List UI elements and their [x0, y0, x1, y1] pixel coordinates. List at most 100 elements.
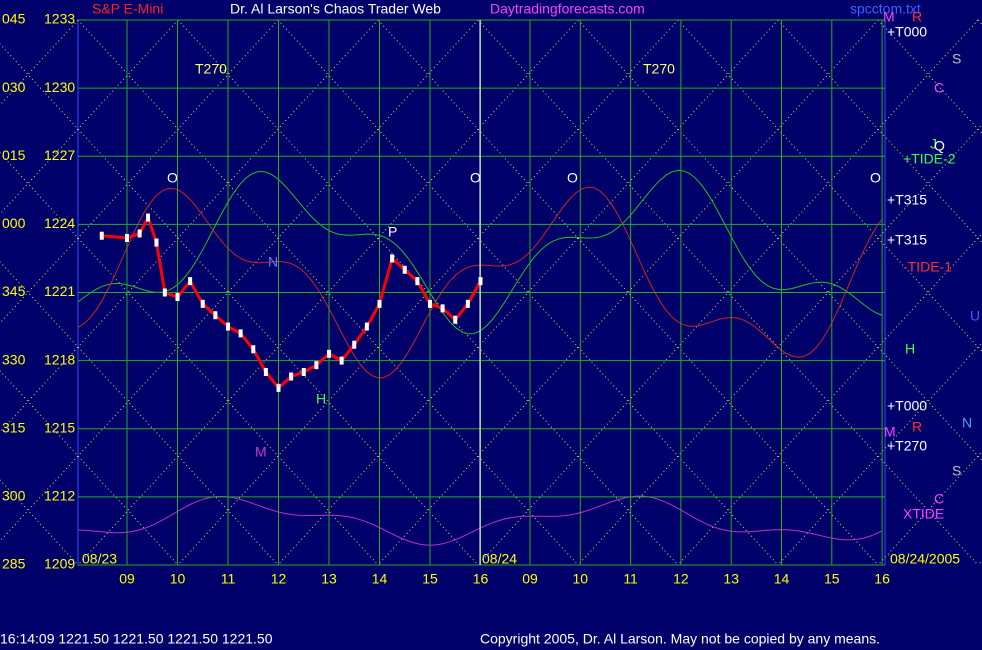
cycle-line — [477, 19, 979, 566]
x-tick-label: 13 — [321, 571, 337, 587]
price-bar — [364, 322, 369, 331]
marker: O — [470, 170, 481, 186]
price-bar — [213, 311, 218, 320]
cycle-line — [377, 19, 879, 566]
marker: P — [388, 224, 397, 240]
copyright: Copyright 2005, Dr. Al Larson. May not b… — [480, 631, 880, 647]
marker: M — [884, 424, 896, 440]
price-bar — [263, 367, 268, 376]
cycle-line — [677, 232, 982, 566]
marker: S — [952, 51, 961, 67]
cycle-line — [77, 19, 579, 566]
price-bar — [200, 299, 205, 308]
marker: T270 — [643, 61, 675, 77]
x-tick-label: 11 — [623, 571, 638, 587]
x-tick-label: 09 — [522, 571, 538, 587]
x-tick-label: 16 — [473, 571, 489, 587]
cycle-line — [0, 19, 479, 542]
x-tick-label: 11 — [221, 571, 236, 587]
y-tick-label: 1209 — [44, 556, 75, 572]
chart-subtitle: Dr. Al Larson's Chaos Trader Web — [230, 1, 441, 17]
marker: N — [268, 254, 278, 270]
cycle-line — [77, 19, 579, 566]
price-bar — [137, 229, 142, 238]
marker: M — [255, 444, 267, 460]
price-bar — [188, 277, 193, 286]
price-bar — [352, 340, 357, 349]
y-tick-label: 1212 — [44, 488, 75, 504]
x-tick-label: 09 — [119, 571, 135, 587]
marker: O — [567, 170, 578, 186]
right-label: +T315 — [887, 192, 927, 208]
date-label: 08/24/2005 — [890, 551, 960, 567]
price-bar — [478, 277, 483, 286]
cycle-line — [577, 123, 982, 566]
site-name: Daytradingforecasts.com — [490, 1, 645, 17]
price-bar — [314, 361, 319, 370]
price-bar — [99, 231, 104, 240]
price-bar — [162, 288, 167, 297]
angle-label: 285 — [2, 556, 26, 572]
right-label: H — [905, 341, 915, 357]
right-label: +T000 — [887, 24, 927, 40]
angle-label: 330 — [2, 351, 26, 367]
right-label: -TIDE-1 — [903, 259, 952, 275]
cycle-line — [277, 19, 779, 566]
cycle-line — [0, 43, 479, 566]
price-bar — [154, 238, 159, 247]
angle-label: 300 — [2, 488, 26, 504]
cycle-line — [177, 19, 679, 566]
angle-label: 315 — [2, 419, 26, 435]
y-tick-label: 1227 — [44, 147, 75, 163]
marker: Q — [934, 138, 945, 154]
right-label: +T270 — [887, 438, 927, 454]
price-bar — [251, 345, 256, 354]
price-bar — [301, 367, 306, 376]
marker: O — [167, 170, 178, 186]
angle-label: 000 — [2, 215, 26, 231]
price-bar — [238, 329, 243, 338]
x-tick-label: 12 — [271, 571, 287, 587]
y-tick-label: 1230 — [44, 79, 75, 95]
angle-label: 045 — [2, 11, 26, 27]
cycle-line — [177, 19, 679, 566]
cycle-line — [477, 19, 979, 566]
x-tick-label: 14 — [774, 571, 790, 587]
price-bar — [146, 213, 151, 222]
price-bar — [440, 304, 445, 313]
marker: N — [962, 415, 972, 431]
price-bar — [402, 265, 407, 274]
marker: S — [952, 463, 961, 479]
marker: O — [870, 170, 881, 186]
cycle-line — [0, 261, 279, 566]
right-label: +T000 — [887, 398, 927, 414]
price-bar — [289, 372, 294, 381]
x-tick-label: 10 — [573, 571, 589, 587]
file-name: spcctom.txt — [850, 1, 921, 17]
price-bar — [415, 277, 420, 286]
x-tick-label: 15 — [422, 571, 438, 587]
marker: U — [970, 308, 980, 324]
marker: C — [934, 80, 944, 96]
cycle-line — [0, 370, 179, 566]
marker: C — [934, 491, 944, 507]
angle-label: 015 — [2, 147, 26, 163]
x-tick-label: 10 — [170, 571, 186, 587]
marker: R — [912, 9, 922, 25]
price-bar — [465, 299, 470, 308]
price-bar — [390, 254, 395, 263]
right-label: +TIDE-2 — [903, 151, 956, 167]
x-tick-label: 15 — [824, 571, 840, 587]
angle-label: 030 — [2, 79, 26, 95]
price-bar — [327, 349, 331, 358]
cycle-line — [377, 19, 879, 566]
y-tick-label: 1224 — [44, 215, 75, 231]
marker: T270 — [195, 61, 227, 77]
date-label: 08/23 — [82, 551, 117, 567]
marker: M — [883, 9, 895, 25]
cycle-line — [277, 19, 779, 566]
chart-title: S&P E-Mini — [92, 1, 163, 17]
price-bar — [453, 315, 458, 324]
